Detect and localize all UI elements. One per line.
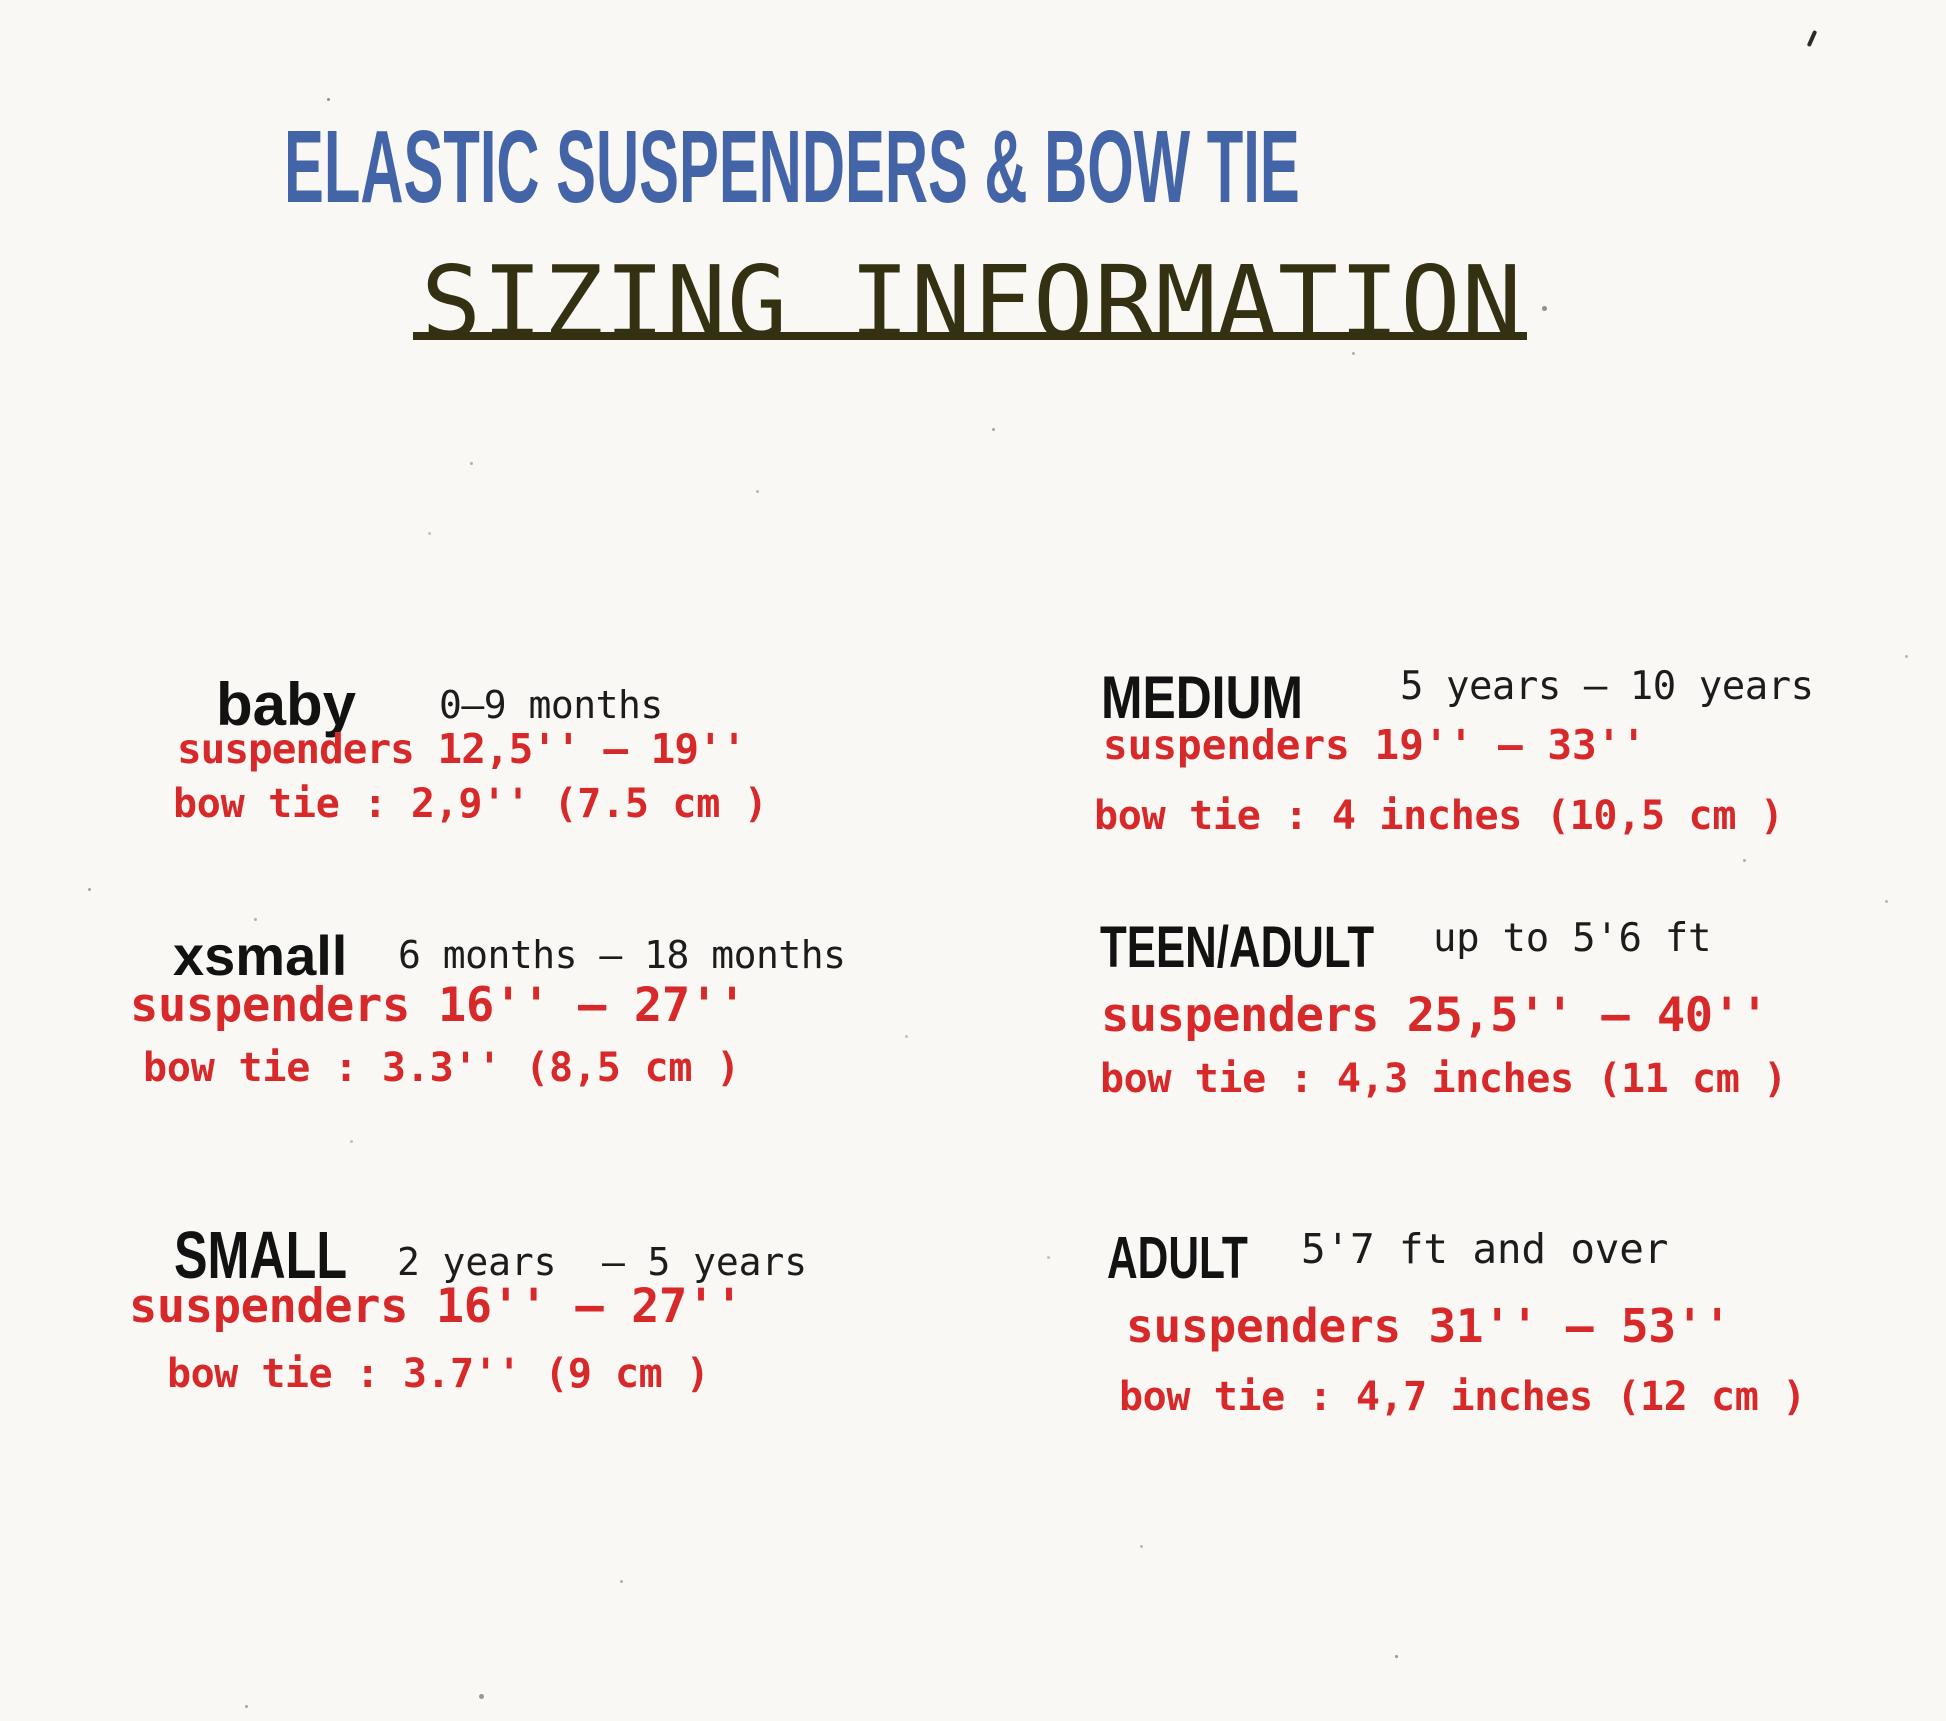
bow-tie-size: bow tie : 4,3 inches (11 cm ) (1100, 1056, 1787, 1102)
suspenders-size: suspenders 16'' – 27'' (130, 978, 746, 1033)
age-range: 0–9 months (439, 683, 663, 727)
suspenders-size: suspenders 16'' – 27'' (129, 1279, 743, 1334)
size-name: TEEN/ADULT (1100, 915, 1375, 980)
size-name: MEDIUM (1101, 664, 1303, 731)
age-range: 5 years – 10 years (1400, 664, 1814, 709)
suspenders-size: suspenders 12,5'' – 19'' (177, 725, 746, 773)
bow-tie-size: bow tie : 3.7'' (9 cm ) (167, 1351, 710, 1397)
size-name: baby (216, 671, 357, 738)
subtitle-underline (413, 332, 1527, 340)
bow-tie-size: bow tie : 3.3'' (8,5 cm ) (143, 1045, 741, 1091)
suspenders-size: suspenders 19'' – 33'' (1103, 721, 1647, 769)
suspenders-size: suspenders 31'' – 53'' (1126, 1299, 1731, 1353)
bow-tie-size: bow tie : 2,9'' (7.5 cm ) (173, 781, 768, 827)
age-range: 6 months – 18 months (398, 933, 846, 977)
size-name: xsmall (173, 924, 348, 987)
age-range: up to 5'6 ft (1433, 916, 1712, 961)
bow-tie-size: bow tie : 4 inches (10,5 cm ) (1094, 793, 1784, 839)
page-title: ELASTIC SUSPENDERS & BOW TIE (284, 109, 1300, 224)
bow-tie-size: bow tie : 4,7 inches (12 cm ) (1119, 1374, 1806, 1420)
paper-specks (0, 0, 3, 3)
age-range: 2 years – 5 years (397, 1240, 808, 1284)
suspenders-size: suspenders 25,5'' – 40'' (1101, 988, 1769, 1043)
size-name: ADULT (1107, 1225, 1248, 1291)
pen-tick-mark (1806, 29, 1818, 48)
age-range: 5'7 ft and over (1301, 1225, 1669, 1273)
size-name: SMALL (174, 1218, 348, 1293)
